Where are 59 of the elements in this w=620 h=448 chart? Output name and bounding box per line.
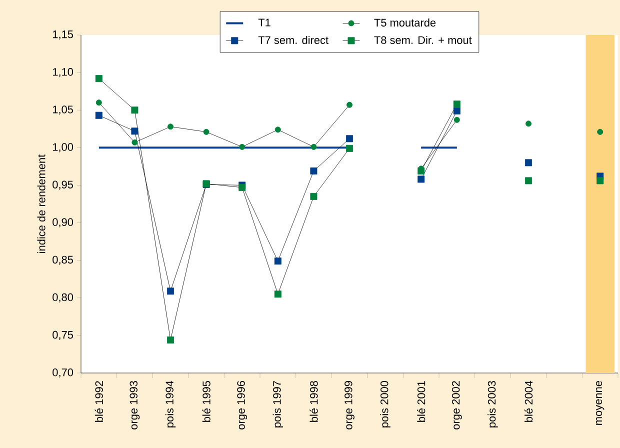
x-tick-label: pois 2000 — [380, 380, 390, 428]
point — [453, 100, 460, 108]
point — [597, 128, 604, 135]
y-tick-label: 0,80 — [52, 293, 74, 302]
y-tick-label: 1,15 — [52, 30, 74, 40]
y-tick-label: 0,85 — [52, 256, 74, 265]
point — [525, 177, 532, 184]
x-tick-label: moyenne — [596, 381, 604, 425]
x-tick-label: blé 1998 — [310, 381, 318, 422]
point — [239, 144, 246, 150]
y-tick-label: 0,70 — [52, 368, 74, 378]
point — [132, 139, 138, 146]
point — [167, 288, 174, 295]
y-axis-title: indice de rendement — [37, 154, 46, 253]
point — [310, 192, 318, 200]
point — [418, 167, 425, 174]
point — [346, 135, 354, 142]
point — [95, 112, 102, 119]
point — [453, 107, 460, 114]
x-tick-label: orge 1996 — [237, 381, 248, 430]
point — [418, 176, 425, 183]
x-tick-label: blé 2004 — [524, 380, 533, 422]
point — [454, 116, 460, 123]
legend-label: T7 sem. direct — [258, 36, 328, 44]
point — [526, 120, 532, 127]
x-tick-label: pois 2003 — [488, 381, 498, 428]
point — [168, 124, 174, 130]
point — [596, 177, 604, 184]
x-tick-label: pois 1994 — [165, 380, 176, 428]
x-tick-label: blé 2001 — [417, 381, 426, 422]
point — [274, 258, 282, 265]
point — [346, 102, 353, 108]
x-tick-label: blé 1992 — [94, 381, 103, 422]
legend-label: T5 moutarde — [374, 18, 436, 27]
point — [274, 126, 281, 133]
x-tick-label: pois 1997 — [272, 381, 283, 428]
point — [131, 128, 138, 135]
point — [95, 75, 102, 82]
point — [96, 100, 102, 106]
point — [274, 290, 282, 298]
x-tick-label: orge 1993 — [130, 381, 140, 430]
x-tick-label: orge 2002 — [452, 381, 462, 430]
point — [310, 167, 318, 174]
y-tick-label: 0,75 — [52, 330, 74, 340]
legend-label: T1 — [258, 18, 270, 26]
point — [346, 144, 354, 152]
y-tick-label: 1,05 — [52, 106, 74, 115]
point — [203, 128, 210, 135]
y-tick-label: 1,10 — [52, 68, 74, 78]
point — [525, 159, 532, 166]
x-tick-label: orge 1999 — [344, 381, 354, 430]
point — [131, 106, 138, 114]
point — [167, 336, 174, 344]
point — [310, 144, 317, 150]
y-tick-label: 0,95 — [52, 180, 74, 190]
legend-label: T8 sem. Dir. + mout — [374, 36, 472, 44]
y-tick-label: 1,00 — [52, 143, 74, 152]
x-tick-label: blé 1995 — [202, 381, 210, 422]
y-tick-label: 0,90 — [52, 218, 74, 228]
